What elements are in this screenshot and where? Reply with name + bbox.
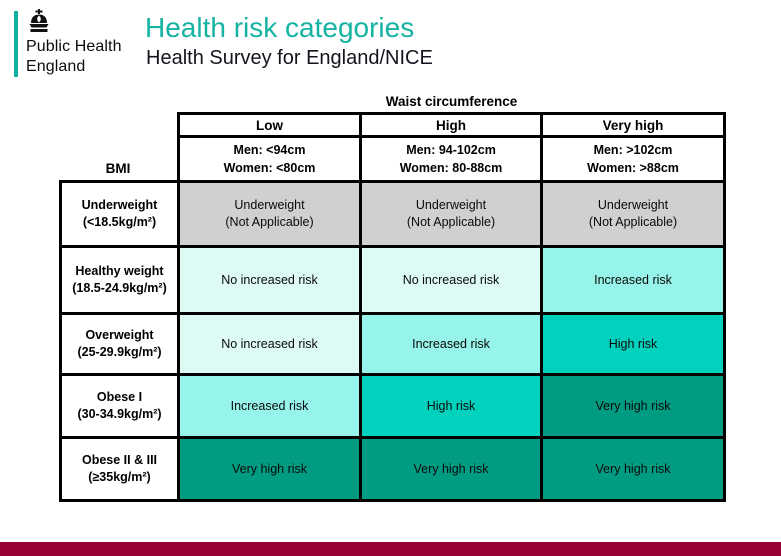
risk-cell: High risk: [543, 315, 723, 373]
crown-icon: [29, 9, 49, 32]
column-header-very-high: Very high: [543, 115, 723, 135]
row-range: (<18.5kg/m²): [82, 215, 157, 229]
risk-cell: Very high risk: [362, 439, 540, 499]
row-range: (≥35kg/m²): [88, 470, 151, 484]
footer-accent-bar: [0, 542, 781, 556]
row-label: Underweight: [81, 198, 158, 212]
risk-matrix-table: Underweight (<18.5kg/m²) Underweight (No…: [59, 180, 726, 502]
row-range: (18.5-24.9kg/m²): [72, 281, 167, 295]
column-header-high: High: [362, 115, 540, 135]
row-label: Overweight: [85, 328, 154, 342]
risk-cell: Underweight (Not Applicable): [180, 183, 359, 245]
risk-cell: Increased risk: [180, 376, 359, 436]
risk-cell: Very high risk: [543, 439, 723, 499]
row-header-underweight: Underweight (<18.5kg/m²): [62, 183, 177, 245]
page-title: Health risk categories: [145, 12, 415, 43]
logo-line1: Public Health: [26, 38, 122, 55]
row-label: Obese I: [96, 390, 143, 404]
men-range: Men: 94-102cm: [406, 142, 496, 157]
column-range-high: Men: 94-102cm Women: 80-88cm: [362, 138, 540, 180]
women-range: Women: <80cm: [223, 161, 316, 176]
column-range-low: Men: <94cm Women: <80cm: [180, 138, 359, 180]
row-label: Healthy weight: [75, 264, 164, 278]
risk-cell: No increased risk: [362, 248, 540, 312]
men-range: Men: <94cm: [233, 142, 306, 157]
phe-logo: Public Health England: [26, 37, 122, 77]
waist-header-table: Low High Very high Men: <94cm Women: <80…: [177, 112, 726, 180]
risk-cell: Underweight (Not Applicable): [543, 183, 723, 245]
risk-cell: No increased risk: [180, 248, 359, 312]
risk-cell: Increased risk: [362, 315, 540, 373]
row-label: Obese II & III: [81, 453, 158, 467]
row-group-label: BMI: [105, 161, 131, 176]
risk-cell: Underweight (Not Applicable): [362, 183, 540, 245]
logo-line2: England: [26, 58, 86, 75]
risk-cell: Increased risk: [543, 248, 723, 312]
row-range: (30-34.9kg/m²): [77, 407, 162, 421]
column-range-very-high: Men: >102cm Women: >88cm: [543, 138, 723, 180]
row-header-healthy-weight: Healthy weight (18.5-24.9kg/m²): [62, 248, 177, 312]
risk-cell: No increased risk: [180, 315, 359, 373]
women-range: Women: 80-88cm: [399, 161, 503, 176]
row-range: (25-29.9kg/m²): [77, 345, 162, 359]
men-range: Men: >102cm: [593, 142, 673, 157]
page-subtitle: Health Survey for England/NICE: [146, 47, 433, 69]
row-header-obese-1: Obese I (30-34.9kg/m²): [62, 376, 177, 436]
logo-accent-bar: [14, 11, 18, 77]
risk-cell: Very high risk: [543, 376, 723, 436]
row-header-overweight: Overweight (25-29.9kg/m²): [62, 315, 177, 373]
risk-cell: Very high risk: [180, 439, 359, 499]
row-header-obese-2-3: Obese II & III (≥35kg/m²): [62, 439, 177, 499]
women-range: Women: >88cm: [587, 161, 679, 176]
risk-cell: High risk: [362, 376, 540, 436]
column-header-low: Low: [180, 115, 359, 135]
column-group-label: Waist circumference: [385, 94, 518, 109]
